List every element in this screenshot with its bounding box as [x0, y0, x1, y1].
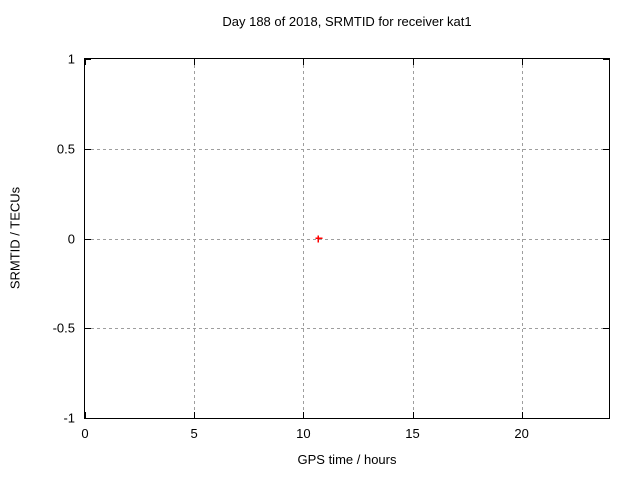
y-gridline [85, 238, 609, 240]
plot-area: 0 5 10 15 20 -1 -0.5 0 0.5 1 [53, 52, 610, 441]
x-axis-label: GPS time / hours [297, 452, 397, 467]
x-tick-label: 5 [190, 426, 198, 441]
y-tick-mark [603, 418, 609, 419]
x-tick-mark [412, 59, 414, 65]
data-point-marker [315, 235, 323, 242]
x-tick-mark [412, 412, 414, 418]
y-tick-label: 0 [67, 231, 75, 246]
y-tick-label: 0.5 [56, 141, 75, 157]
y-tick-mark [85, 238, 91, 240]
y-tick-label: 1 [67, 51, 75, 67]
x-tick-mark [521, 412, 523, 418]
y-gridline [85, 328, 609, 330]
x-tick-label: 20 [514, 426, 529, 441]
y-tick-mark [85, 59, 91, 60]
x-tick-mark [303, 59, 305, 65]
y-tick-label: -0.5 [52, 320, 75, 336]
x-tick-mark [521, 59, 523, 65]
x-tick-label: 10 [296, 426, 311, 441]
chart-title: Day 188 of 2018, SRMTID for receiver kat… [222, 14, 472, 29]
x-tick-mark [194, 59, 196, 65]
y-tick-mark [603, 238, 609, 240]
x-tick-mark [85, 412, 86, 418]
y-gridline [85, 148, 609, 150]
y-tick-mark [603, 59, 609, 60]
x-tick-label: 15 [405, 426, 420, 441]
x-tick-mark [303, 412, 305, 418]
y-tick-mark [603, 328, 609, 330]
y-tick-mark [85, 328, 91, 330]
x-tick-label: 0 [81, 426, 89, 441]
y-tick-mark [603, 148, 609, 150]
y-tick-mark [85, 148, 91, 150]
y-tick-mark [85, 418, 91, 419]
y-tick-label: -1 [63, 410, 75, 426]
x-tick-mark [194, 412, 196, 418]
x-tick-mark [85, 59, 86, 65]
